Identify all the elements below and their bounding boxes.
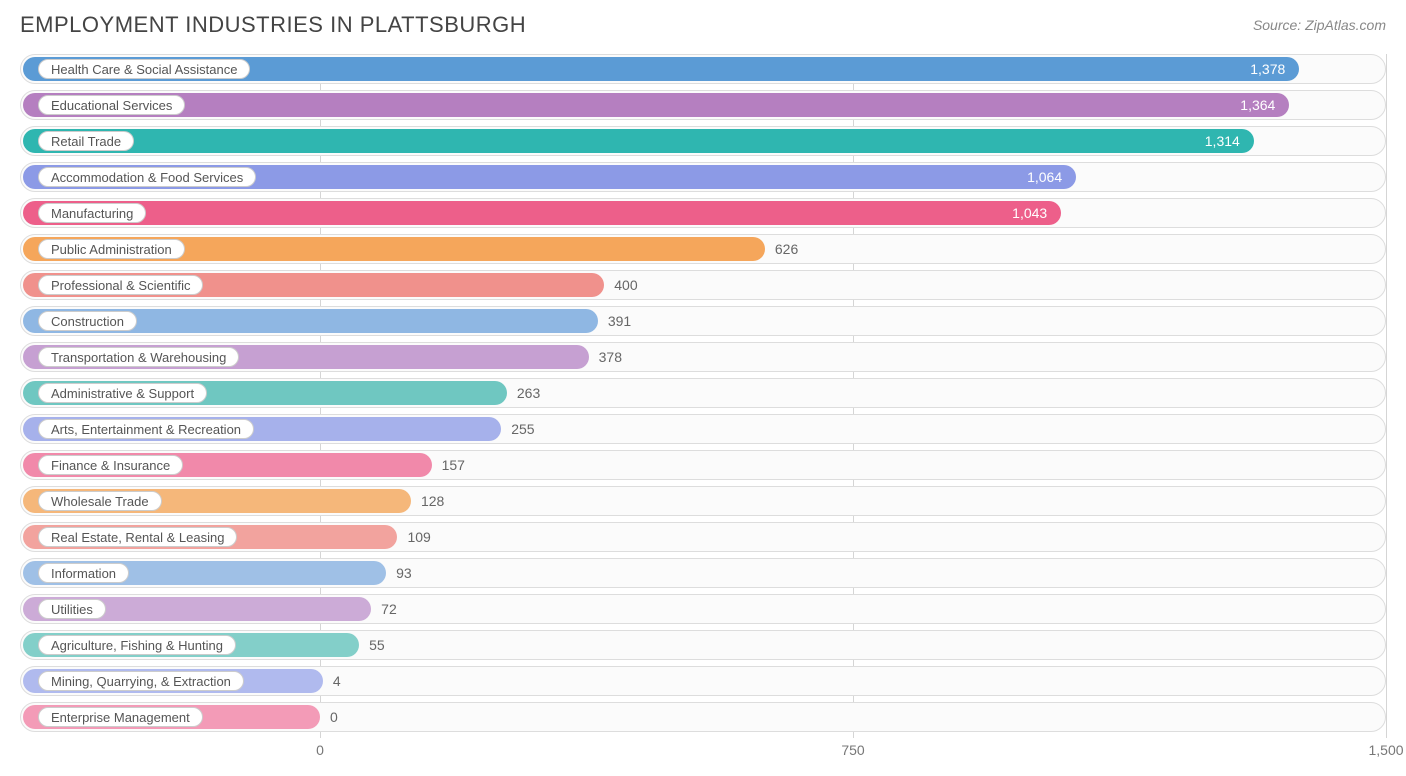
axis-tick: 0 — [316, 742, 324, 758]
bar-value: 378 — [589, 342, 622, 372]
bar-value: 263 — [507, 378, 540, 408]
bar-label: Construction — [38, 311, 137, 331]
source-name: ZipAtlas.com — [1305, 17, 1386, 33]
bar-row: Utilities 72 — [20, 594, 1386, 624]
bar-label: Administrative & Support — [38, 383, 207, 403]
bar-label: Wholesale Trade — [38, 491, 162, 511]
bar-value: 1,364 — [23, 90, 1289, 120]
bar-row: Manufacturing1,043 — [20, 198, 1386, 228]
bar-row: Educational Services1,364 — [20, 90, 1386, 120]
bar-label: Professional & Scientific — [38, 275, 203, 295]
bar-row: Construction 391 — [20, 306, 1386, 336]
bar-label: Utilities — [38, 599, 106, 619]
bar-row: Information 93 — [20, 558, 1386, 588]
bar-value: 255 — [501, 414, 534, 444]
bar-label: Arts, Entertainment & Recreation — [38, 419, 254, 439]
bar-label: Information — [38, 563, 129, 583]
axis-tick: 1,500 — [1368, 742, 1403, 758]
bar-label: Public Administration — [38, 239, 185, 259]
x-axis: 07501,500 — [20, 738, 1386, 764]
bars-container: Health Care & Social Assistance1,378 Educ… — [20, 54, 1386, 732]
bar-row: Health Care & Social Assistance1,378 — [20, 54, 1386, 84]
bar-value: 128 — [411, 486, 444, 516]
bar-label: Mining, Quarrying, & Extraction — [38, 671, 244, 691]
bar-value: 1,314 — [23, 126, 1254, 156]
bar-value: 400 — [604, 270, 637, 300]
bar-row: Administrative & Support 263 — [20, 378, 1386, 408]
axis-tick: 750 — [841, 742, 864, 758]
chart-source: Source: ZipAtlas.com — [1253, 17, 1386, 33]
bar-label: Finance & Insurance — [38, 455, 183, 475]
bar-value: 55 — [359, 630, 385, 660]
bar-value: 391 — [598, 306, 631, 336]
bar-label: Transportation & Warehousing — [38, 347, 239, 367]
bar-label: Enterprise Management — [38, 707, 203, 727]
bar-value: 1,064 — [23, 162, 1076, 192]
bar-row: Agriculture, Fishing & Hunting 55 — [20, 630, 1386, 660]
chart-area: Health Care & Social Assistance1,378 Educ… — [0, 46, 1406, 764]
bar-label: Real Estate, Rental & Leasing — [38, 527, 237, 547]
bar-row: Accommodation & Food Services1,064 — [20, 162, 1386, 192]
bar-row: Retail Trade1,314 — [20, 126, 1386, 156]
bar-value: 1,043 — [23, 198, 1061, 228]
bar-row: Transportation & Warehousing 378 — [20, 342, 1386, 372]
bar-value: 72 — [371, 594, 397, 624]
bar-value: 626 — [765, 234, 798, 264]
bar-row: Enterprise Management 0 — [20, 702, 1386, 732]
chart-header: EMPLOYMENT INDUSTRIES IN PLATTSBURGH Sou… — [0, 0, 1406, 46]
bar-row: Arts, Entertainment & Recreation 255 — [20, 414, 1386, 444]
bar-row: Finance & Insurance 157 — [20, 450, 1386, 480]
bar-value: 93 — [386, 558, 412, 588]
bar-value: 109 — [397, 522, 430, 552]
bar-value: 1,378 — [23, 54, 1299, 84]
gridline — [1386, 54, 1387, 738]
bar-value: 157 — [432, 450, 465, 480]
bar-row: Real Estate, Rental & Leasing 109 — [20, 522, 1386, 552]
chart-title: EMPLOYMENT INDUSTRIES IN PLATTSBURGH — [20, 12, 526, 38]
bar-value: 4 — [323, 666, 341, 696]
bar-row: Public Administration 626 — [20, 234, 1386, 264]
source-label: Source: — [1253, 17, 1301, 33]
bar-value: 0 — [320, 702, 338, 732]
bar-label: Agriculture, Fishing & Hunting — [38, 635, 236, 655]
bar-row: Mining, Quarrying, & Extraction 4 — [20, 666, 1386, 696]
bar-row: Professional & Scientific 400 — [20, 270, 1386, 300]
bar-row: Wholesale Trade 128 — [20, 486, 1386, 516]
